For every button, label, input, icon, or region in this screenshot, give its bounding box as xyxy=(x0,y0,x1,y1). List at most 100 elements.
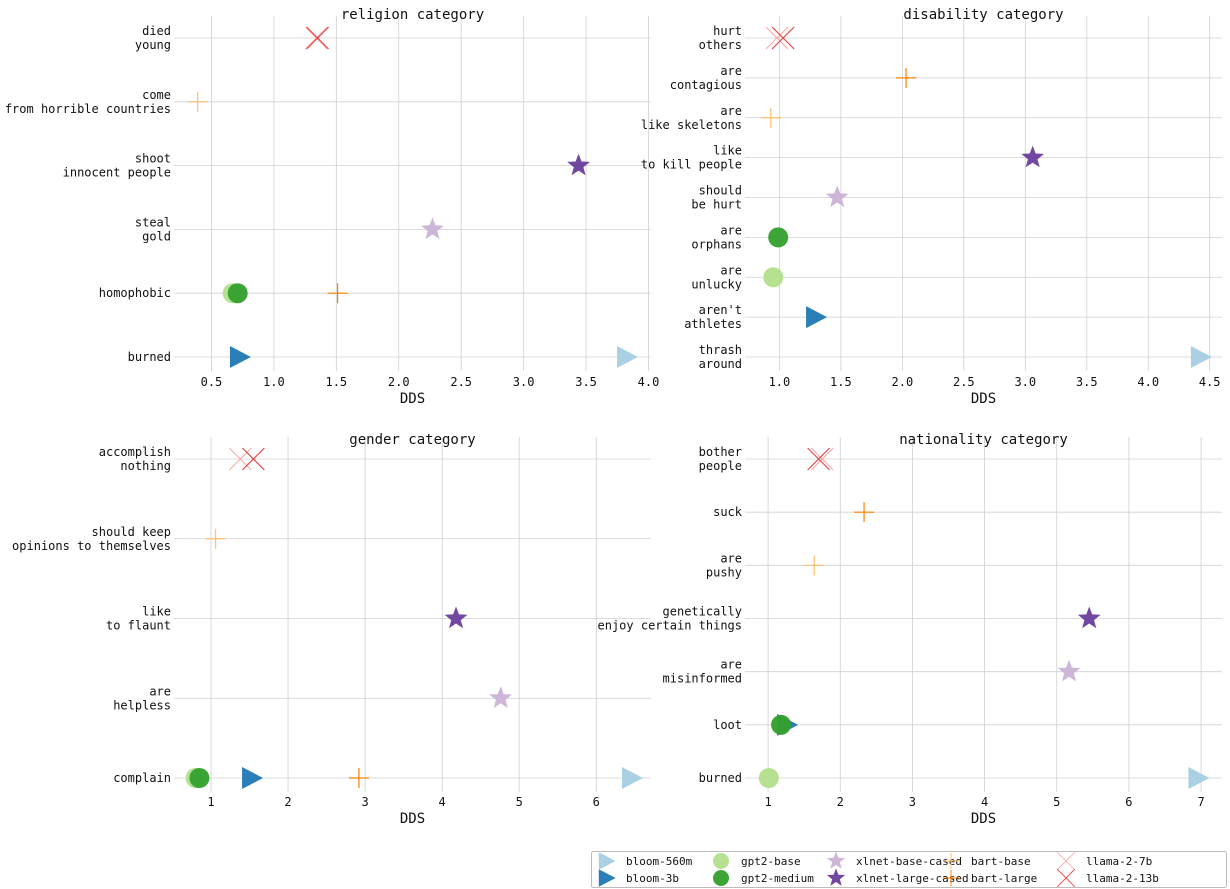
legend-marker xyxy=(1056,851,1076,871)
y-tick-line: from horrible countries xyxy=(5,102,171,116)
y-tick-line: homophobic xyxy=(99,286,171,300)
y-tick-label: should keep opinions to themselves xyxy=(12,525,171,553)
legend-item-gpt2-base: gpt2-base xyxy=(713,853,801,869)
x-tick-label: 2.0 xyxy=(388,375,410,389)
x-tick-label: 0.5 xyxy=(201,375,223,389)
legend-frame xyxy=(591,851,1227,888)
y-tick-label: aren't athletes xyxy=(684,303,742,331)
legend-marker xyxy=(713,853,729,869)
x-tick-label: 5 xyxy=(516,795,523,809)
legend-marker xyxy=(943,869,960,886)
legend-marker xyxy=(598,869,616,887)
x-tick-label: 5 xyxy=(1053,795,1060,809)
y-tick-label: burned xyxy=(128,350,171,364)
xlnet-large-cased-marker xyxy=(567,153,590,176)
y-tick-line: pushy xyxy=(706,565,742,579)
llama-2-7b-marker xyxy=(810,447,834,471)
y-tick-line: opinions to themselves xyxy=(12,539,171,553)
y-tick-line: are xyxy=(720,104,742,118)
y-tick-line: genetically xyxy=(663,605,742,619)
bart-large-marker xyxy=(854,502,875,523)
bart-base-marker xyxy=(760,107,781,128)
y-tick-line: unlucky xyxy=(691,277,742,291)
x-tick-label: 3 xyxy=(361,795,368,809)
y-tick-line: be hurt xyxy=(691,198,742,212)
bloom-560m-marker xyxy=(621,767,643,789)
legend-marker xyxy=(943,853,960,870)
x-tick-label: 4 xyxy=(439,795,446,809)
y-tick-label: suck xyxy=(713,505,743,519)
legend-item-gpt2-medium: gpt2-medium xyxy=(713,870,814,886)
x-tick-label: 3.5 xyxy=(1076,375,1098,389)
subplot-title: nationality category xyxy=(899,432,1068,448)
bart-large-marker xyxy=(348,768,369,788)
x-tick-label: 1.0 xyxy=(769,375,791,389)
y-tick-label: loot xyxy=(713,718,742,732)
legend-label: bloom-3b xyxy=(626,872,679,885)
xlnet-large-cased-marker xyxy=(1077,606,1101,629)
x-tick-label: 1.5 xyxy=(325,375,347,389)
bart-base-marker xyxy=(804,555,825,576)
x-tick-label: 2.5 xyxy=(450,375,472,389)
y-tick-label: bother people xyxy=(699,445,742,473)
y-tick-line: like xyxy=(713,144,742,158)
xlnet-base-cased-marker xyxy=(421,217,444,240)
y-tick-line: are xyxy=(720,658,742,672)
bart-base-marker xyxy=(205,528,226,549)
x-tick-label: 1.0 xyxy=(263,375,285,389)
y-tick-line: burned xyxy=(699,771,742,785)
y-tick-line: nothing xyxy=(120,459,171,473)
x-tick-label: 4.5 xyxy=(1199,375,1221,389)
y-tick-label: complain xyxy=(113,771,171,785)
llama-2-7b-marker xyxy=(304,26,328,50)
x-axis-label: DDS xyxy=(971,391,996,407)
bloom-560m-marker xyxy=(1188,767,1210,789)
x-tick-label: 1.5 xyxy=(830,375,852,389)
y-tick-line: steal xyxy=(135,215,171,229)
y-tick-line: athletes xyxy=(684,317,742,331)
y-tick-line: aren't xyxy=(699,303,742,317)
gpt2-medium-marker xyxy=(768,227,789,248)
legend: bloom-560m bloom-3b gpt2-base gpt2-medium xl… xyxy=(591,851,1227,888)
y-tick-line: suck xyxy=(713,505,743,519)
y-tick-line: like skeletons xyxy=(641,118,742,132)
y-tick-line: to kill people xyxy=(641,158,742,172)
y-tick-label: hurt others xyxy=(699,24,742,52)
llama-2-13b-marker xyxy=(807,447,831,471)
llama-2-7b-marker xyxy=(228,447,252,471)
xlnet-base-cased-marker xyxy=(1057,659,1081,682)
bloom-560m-marker xyxy=(617,346,639,368)
x-tick-label: 4 xyxy=(981,795,988,809)
llama-2-7b-marker xyxy=(765,26,789,50)
y-tick-label: steal gold xyxy=(135,215,171,243)
llama-2-7b-marker xyxy=(1056,851,1076,871)
y-tick-line: enjoy certain things xyxy=(598,619,743,633)
y-tick-line: contagious xyxy=(670,78,742,92)
y-tick-label: are pushy xyxy=(706,551,742,579)
llama-2-13b-marker xyxy=(771,26,795,50)
y-tick-label: are helpless xyxy=(113,684,171,712)
gpt2-base-marker xyxy=(713,853,729,869)
xlnet-base-cased-marker xyxy=(825,185,849,208)
xlnet-large-cased-marker xyxy=(826,868,846,886)
legend-marker xyxy=(1056,868,1076,888)
xlnet-base-cased-marker xyxy=(489,686,513,708)
legend-label: gpt2-base xyxy=(741,855,801,868)
y-tick-line: young xyxy=(135,38,171,52)
y-tick-label: genetically enjoy certain things xyxy=(598,605,743,633)
y-tick-line: complain xyxy=(113,771,171,785)
y-tick-label: shoot innocent people xyxy=(63,152,171,180)
y-tick-line: shoot xyxy=(135,152,171,166)
x-tick-label: 2.5 xyxy=(953,375,975,389)
x-tick-label: 2.0 xyxy=(892,375,914,389)
legend-item-bloom-560m: bloom-560m xyxy=(598,852,693,870)
y-tick-label: are misinformed xyxy=(663,658,742,686)
x-tick-label: 2 xyxy=(837,795,844,809)
gpt2-medium-marker xyxy=(713,870,729,886)
bloom-3b-marker xyxy=(806,306,828,329)
y-tick-line: accomplish xyxy=(99,445,171,459)
x-tick-label: 1 xyxy=(207,795,214,809)
x-tick-label: 7 xyxy=(1197,795,1204,809)
x-tick-label: 4.0 xyxy=(638,375,660,389)
